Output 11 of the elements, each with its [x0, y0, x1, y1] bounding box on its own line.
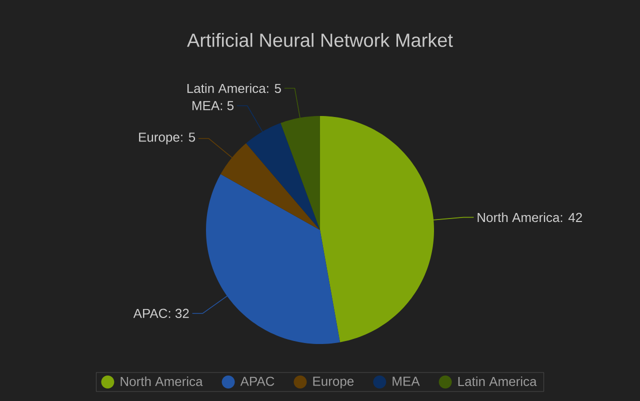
data-label: MEA: 5: [192, 101, 234, 110]
legend-label: North America: [120, 376, 203, 386]
legend-label: Latin America: [458, 376, 537, 386]
legend-label: MEA: [392, 376, 420, 386]
data-label: North America: 42: [478, 212, 582, 222]
data-label: Europe: 5: [139, 132, 196, 144]
chart-title: Artificial Neural Network Market: [187, 33, 453, 47]
data-label: Latin America: 5: [187, 83, 281, 94]
data-label: APAC: 32: [133, 308, 189, 318]
legend-label: APAC: [240, 376, 274, 386]
legend-label: Europe: [313, 376, 354, 388]
